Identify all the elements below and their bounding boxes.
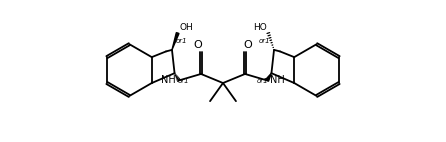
Text: NH: NH — [270, 75, 285, 85]
Text: O: O — [244, 40, 252, 50]
Polygon shape — [172, 33, 179, 50]
Text: or1: or1 — [257, 78, 268, 84]
Text: O: O — [194, 40, 202, 50]
Polygon shape — [266, 73, 272, 81]
Text: HO: HO — [253, 23, 266, 32]
Text: or1: or1 — [176, 38, 187, 44]
Text: or1: or1 — [259, 38, 270, 44]
Text: OH: OH — [180, 23, 193, 32]
Text: or1: or1 — [178, 78, 189, 84]
Text: NH: NH — [161, 75, 176, 85]
